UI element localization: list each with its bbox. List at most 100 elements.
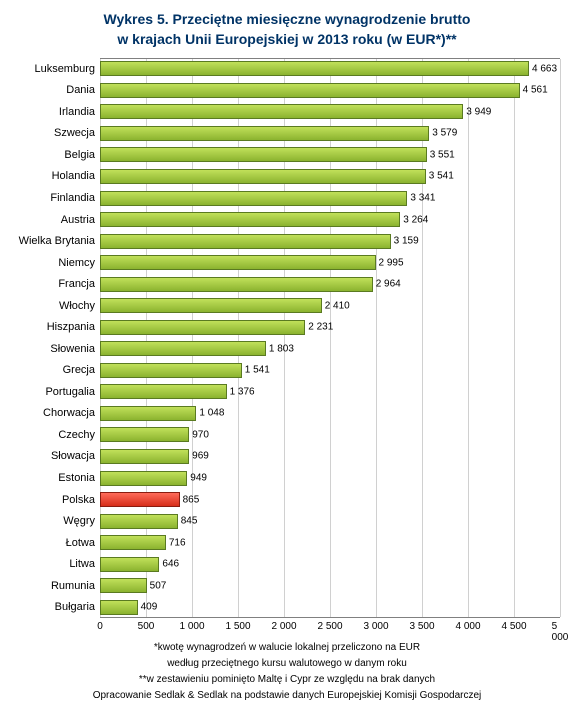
bar-category-label: Słowenia (50, 343, 100, 355)
bar-category-label: Czechy (58, 429, 100, 441)
bar-category-label: Litwa (69, 558, 100, 570)
bar: 949 (100, 471, 187, 486)
bar-value-label: 949 (186, 473, 207, 484)
bar-value-label: 716 (165, 537, 186, 548)
bar-row: Wielka Brytania3 159 (100, 234, 391, 249)
bar: 3 341 (100, 191, 407, 206)
bar-category-label: Belgia (64, 149, 100, 161)
bar-row: Czechy970 (100, 427, 189, 442)
bar: 716 (100, 535, 166, 550)
bar: 3 949 (100, 104, 463, 119)
x-axis-tick: 0 (97, 617, 103, 632)
bar-row: Grecja1 541 (100, 363, 242, 378)
title-line1: Wykres 5. Przeciętne miesięczne wynagrod… (0, 10, 574, 30)
bar: 3 551 (100, 147, 427, 162)
bar-row: Portugalia1 376 (100, 384, 227, 399)
bar: 2 410 (100, 298, 322, 313)
bar: 1 376 (100, 384, 227, 399)
bar-row: Holandia3 541 (100, 169, 426, 184)
bar-value-label: 2 995 (375, 257, 404, 268)
bar-row: Irlandia3 949 (100, 104, 463, 119)
x-axis-tick: 1 500 (225, 617, 250, 632)
bar-value-label: 2 964 (372, 279, 401, 290)
bar-value-label: 2 410 (321, 300, 350, 311)
bar-value-label: 2 231 (304, 322, 333, 333)
bar: 1 541 (100, 363, 242, 378)
bar-category-label: Wielka Brytania (19, 235, 100, 247)
bar-row: Rumunia507 (100, 578, 147, 593)
bar: 409 (100, 600, 138, 615)
x-axis-tick: 4 000 (455, 617, 480, 632)
bar: 2 995 (100, 255, 376, 270)
bar-category-label: Chorwacja (43, 407, 100, 419)
x-axis-tick: 1 000 (179, 617, 204, 632)
bar-row: Litwa646 (100, 557, 159, 572)
footnotes: *kwotę wynagrodzeń w walucie lokalnej pr… (0, 639, 574, 704)
bar-row: Polska865 (100, 492, 180, 507)
bar-value-label: 1 048 (195, 408, 224, 419)
bar: 2 964 (100, 277, 373, 292)
x-axis-tick: 500 (138, 617, 155, 632)
bar-category-label: Łotwa (66, 537, 100, 549)
bar-category-label: Francja (58, 278, 100, 290)
bar-row: Chorwacja1 048 (100, 406, 196, 421)
bar: 3 579 (100, 126, 429, 141)
bars-container: Luksemburg4 663Dania4 561Irlandia3 949Sz… (100, 58, 560, 618)
footnote-line: **w zestawieniu pominięto Maltę i Cypr z… (0, 672, 574, 687)
bar-category-label: Finlandia (50, 192, 100, 204)
bar-value-label: 1 803 (265, 343, 294, 354)
bar-row: Niemcy2 995 (100, 255, 376, 270)
bar-category-label: Austria (61, 214, 100, 226)
bar-value-label: 3 159 (390, 236, 419, 247)
bar-category-label: Niemcy (58, 257, 100, 269)
x-axis-tick: 2 000 (271, 617, 296, 632)
bar-value-label: 4 561 (519, 85, 548, 96)
bar-value-label: 3 949 (462, 106, 491, 117)
bar-row: Francja2 964 (100, 277, 373, 292)
footnote-line: według przeciętnego kursu walutowego w d… (0, 656, 574, 671)
bar-row: Węgry845 (100, 514, 178, 529)
footnote-line: Opracowanie Sedlak & Sedlak na podstawie… (0, 688, 574, 703)
bar-row: Austria3 264 (100, 212, 400, 227)
bar-row: Dania4 561 (100, 83, 520, 98)
bar-row: Finlandia3 341 (100, 191, 407, 206)
bar-value-label: 3 541 (425, 171, 454, 182)
bar-value-label: 507 (146, 580, 167, 591)
bar-row: Szwecja3 579 (100, 126, 429, 141)
bar: 4 663 (100, 61, 529, 76)
bar-value-label: 970 (188, 429, 209, 440)
bar-category-label: Hiszpania (47, 321, 100, 333)
x-axis-tick: 2 500 (317, 617, 342, 632)
bar-category-label: Rumunia (51, 580, 100, 592)
bar: 1 803 (100, 341, 266, 356)
bar-row: Słowacja969 (100, 449, 189, 464)
bar: 970 (100, 427, 189, 442)
bar-row: Belgia3 551 (100, 147, 427, 162)
bar-value-label: 646 (158, 559, 179, 570)
x-axis-tick: 4 500 (501, 617, 526, 632)
bar: 2 231 (100, 320, 305, 335)
bar-value-label: 3 579 (428, 128, 457, 139)
bar-category-label: Włochy (59, 300, 100, 312)
bar-row: Łotwa716 (100, 535, 166, 550)
bar-category-label: Słowacja (51, 450, 100, 462)
bar-value-label: 845 (177, 516, 198, 527)
bar: 1 048 (100, 406, 196, 421)
title-line2: w krajach Unii Europejskiej w 2013 roku … (0, 30, 574, 50)
gridline (560, 59, 561, 617)
bar: 646 (100, 557, 159, 572)
bar-category-label: Irlandia (59, 106, 100, 118)
bar-row: Włochy2 410 (100, 298, 322, 313)
chart-title: Wykres 5. Przeciętne miesięczne wynagrod… (0, 0, 574, 49)
bar: 507 (100, 578, 147, 593)
bar-category-label: Węgry (63, 515, 100, 527)
bar: 845 (100, 514, 178, 529)
bar-row: Słowenia1 803 (100, 341, 266, 356)
bar-row: Estonia949 (100, 471, 187, 486)
bar: 3 159 (100, 234, 391, 249)
bar-category-label: Estonia (58, 472, 100, 484)
bar-category-label: Holandia (52, 170, 100, 182)
bar-highlight: 865 (100, 492, 180, 507)
footnote-line: *kwotę wynagrodzeń w walucie lokalnej pr… (0, 640, 574, 655)
bar-category-label: Luksemburg (34, 63, 100, 75)
